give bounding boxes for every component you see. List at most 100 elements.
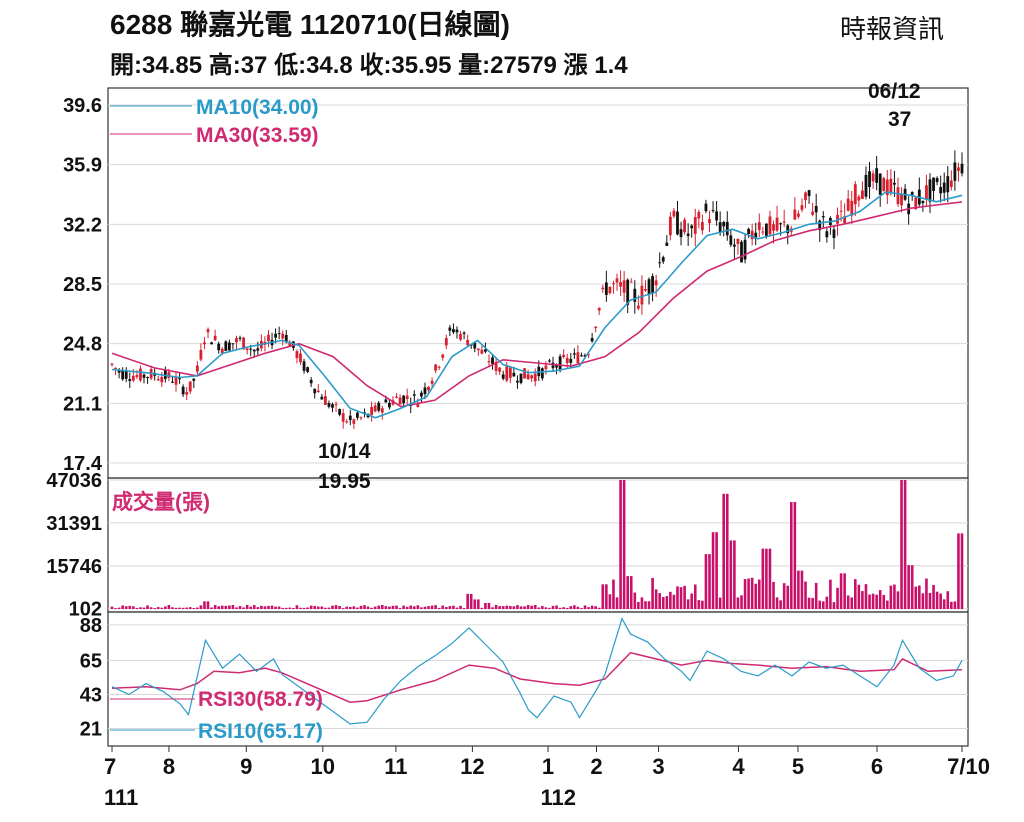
candle-body — [658, 262, 662, 264]
candle-body — [320, 396, 324, 400]
candle-body — [313, 388, 317, 394]
candle-body — [252, 349, 256, 352]
candle-body — [668, 216, 672, 236]
candle-body — [306, 367, 310, 372]
candle-body — [135, 375, 139, 377]
volume-bar — [466, 593, 469, 609]
volume-y-tick-label: 15746 — [46, 556, 102, 578]
candle-body — [651, 276, 654, 294]
axis-labels: 39.635.932.228.524.821.117.4470363139115… — [46, 95, 990, 810]
candle-body — [679, 229, 683, 238]
candle-body — [476, 348, 480, 351]
volume-bar — [910, 565, 914, 609]
volume-bar — [380, 604, 384, 609]
volume-bar — [452, 605, 455, 609]
volume-bar — [594, 606, 597, 609]
volume-bar — [864, 584, 868, 609]
candle-body — [764, 223, 768, 236]
volume-bar — [747, 578, 750, 609]
volume-bar — [878, 590, 882, 609]
candle-body — [412, 394, 416, 396]
volume-bar — [160, 607, 164, 609]
volume-bar — [775, 597, 779, 609]
volume-bar — [533, 604, 537, 609]
candle-body — [309, 379, 313, 384]
candle-body — [462, 332, 466, 334]
volume-bar — [203, 601, 206, 609]
candle-body — [146, 377, 149, 379]
volume-bar — [348, 606, 352, 609]
candle-body — [619, 282, 622, 287]
price-y-tick-label: 24.8 — [63, 334, 102, 356]
volume-bar — [935, 591, 939, 609]
candle-body — [882, 178, 886, 192]
volume-bar — [558, 607, 562, 609]
candle-body — [718, 222, 722, 233]
candle-body — [878, 173, 882, 195]
x-tick-label: 12 — [460, 754, 484, 779]
candle-body — [683, 219, 686, 233]
volume-bar — [701, 600, 704, 609]
volume-bar — [629, 576, 633, 609]
volume-bar — [359, 605, 363, 609]
volume-bar — [555, 605, 558, 609]
volume-bar — [772, 581, 775, 609]
volume-bar — [199, 605, 203, 609]
candle-body — [327, 403, 331, 407]
volume-bar — [697, 600, 701, 609]
volume-bar — [270, 605, 274, 609]
volume-bar — [206, 601, 210, 609]
candle-body — [174, 377, 178, 385]
candle-body — [875, 168, 879, 183]
candle-body — [128, 379, 132, 381]
volume-bar — [363, 605, 366, 609]
volume-bar — [939, 593, 942, 609]
candle-body — [957, 167, 960, 171]
candle-body — [188, 381, 192, 392]
candle-body — [576, 352, 580, 364]
candle-body — [565, 357, 569, 364]
candle-body — [434, 364, 438, 371]
volume-bar — [893, 584, 896, 609]
volume-bar — [903, 480, 907, 609]
candle-body — [348, 415, 352, 421]
volume-bar — [260, 605, 263, 609]
volume-bar — [491, 607, 494, 609]
volume-bar — [416, 605, 420, 609]
x-tick-label: 4 — [732, 754, 745, 779]
volume-bar — [480, 607, 484, 609]
candle-body — [380, 408, 384, 413]
candle-body — [725, 221, 729, 236]
candle-body — [484, 349, 487, 352]
volume-bar — [334, 605, 338, 609]
candle-body — [871, 173, 875, 182]
volume-bar — [178, 607, 181, 609]
candle-body — [583, 355, 587, 357]
volume-bar — [946, 591, 950, 609]
volume-bar — [854, 579, 857, 609]
candle-body — [850, 200, 854, 216]
candle-body — [405, 395, 409, 400]
grid-lines — [108, 104, 968, 752]
candle-body — [853, 184, 857, 205]
volume-bar — [843, 573, 846, 609]
rsi-y-tick-label: 43 — [80, 684, 102, 706]
volume-bar — [957, 533, 960, 609]
candle-body — [195, 365, 199, 372]
candle-body — [942, 182, 946, 193]
volume-bar — [914, 586, 918, 609]
candle-body — [896, 187, 900, 205]
ma30-line — [111, 201, 963, 408]
candle-body — [775, 217, 779, 231]
candle-body — [338, 409, 342, 415]
volume-bar — [437, 607, 441, 609]
candle-body — [676, 211, 679, 235]
candle-body — [857, 196, 861, 201]
volume-bar — [523, 606, 526, 609]
volume-bar — [562, 607, 565, 609]
candle-body — [480, 349, 484, 354]
candle-body — [501, 374, 505, 379]
price-y-tick-label: 32.2 — [63, 214, 102, 236]
volume-bar — [590, 605, 594, 609]
candle-body — [224, 341, 228, 351]
